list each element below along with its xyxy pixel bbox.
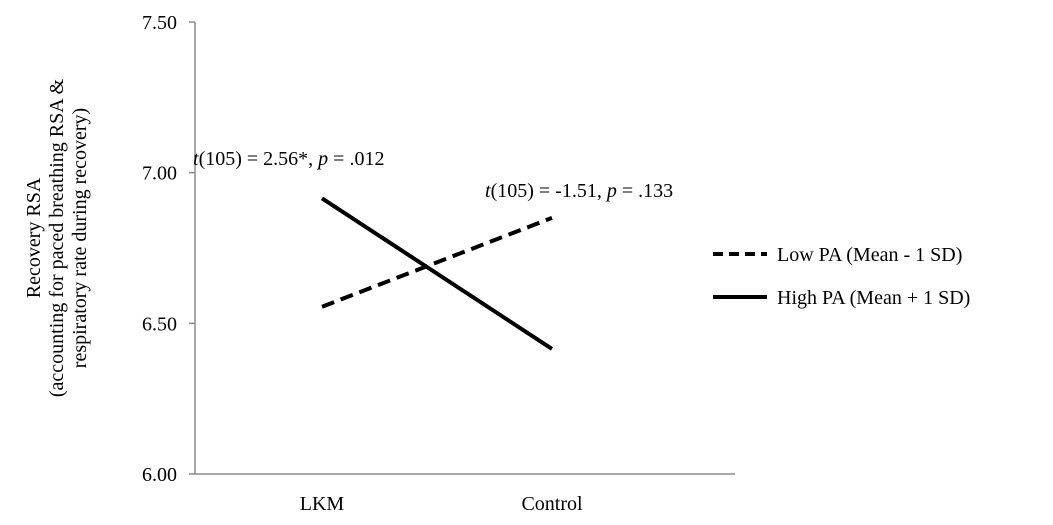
y-ticks: 6.00 6.50 7.00 7.50 bbox=[142, 12, 195, 486]
annotation-control: t(105) = -1.51, p = .133 bbox=[485, 180, 673, 202]
y-tick-label: 7.00 bbox=[142, 163, 177, 185]
y-axis-label-line-1: Recovery RSA bbox=[23, 177, 45, 298]
y-tick-label: 6.00 bbox=[142, 464, 177, 486]
annotation-lkm: t(105) = 2.56*, p = .012 bbox=[193, 148, 384, 170]
legend-label-low-pa: Low PA (Mean - 1 SD) bbox=[777, 244, 962, 266]
legend: Low PA (Mean - 1 SD) High PA (Mean + 1 S… bbox=[713, 244, 970, 309]
annotation-lkm-pval: = .012 bbox=[328, 148, 384, 170]
x-tick-label: Control bbox=[521, 493, 583, 515]
annotation-lkm-p: p bbox=[316, 148, 328, 170]
legend-label-high-pa: High PA (Mean + 1 SD) bbox=[777, 287, 970, 309]
annotation-control-pval: = .133 bbox=[617, 180, 673, 202]
y-axis-label-line-2: (accounting for paced breathing RSA & bbox=[46, 78, 68, 397]
annotation-lkm-df: (105) = 2.56*, bbox=[199, 148, 319, 170]
annotation-control-p: p bbox=[605, 180, 617, 202]
series-line-high-pa bbox=[320, 196, 554, 351]
series-group bbox=[320, 196, 554, 351]
y-axis-label-line-3: respiratory rate during recovery) bbox=[69, 108, 91, 368]
x-tick-label: LKM bbox=[300, 493, 345, 515]
y-axis-label-group: Recovery RSA (accounting for paced breath… bbox=[23, 78, 91, 397]
annotation-control-df: (105) = -1.51, bbox=[491, 180, 607, 202]
annotation-lkm-stat: t bbox=[193, 148, 199, 170]
x-ticks: LKM Control bbox=[300, 493, 583, 515]
series-line-low-pa bbox=[321, 216, 553, 309]
y-tick-label: 7.50 bbox=[142, 12, 177, 34]
y-tick-label: 6.50 bbox=[142, 313, 177, 335]
annotation-control-stat: t bbox=[485, 180, 491, 202]
